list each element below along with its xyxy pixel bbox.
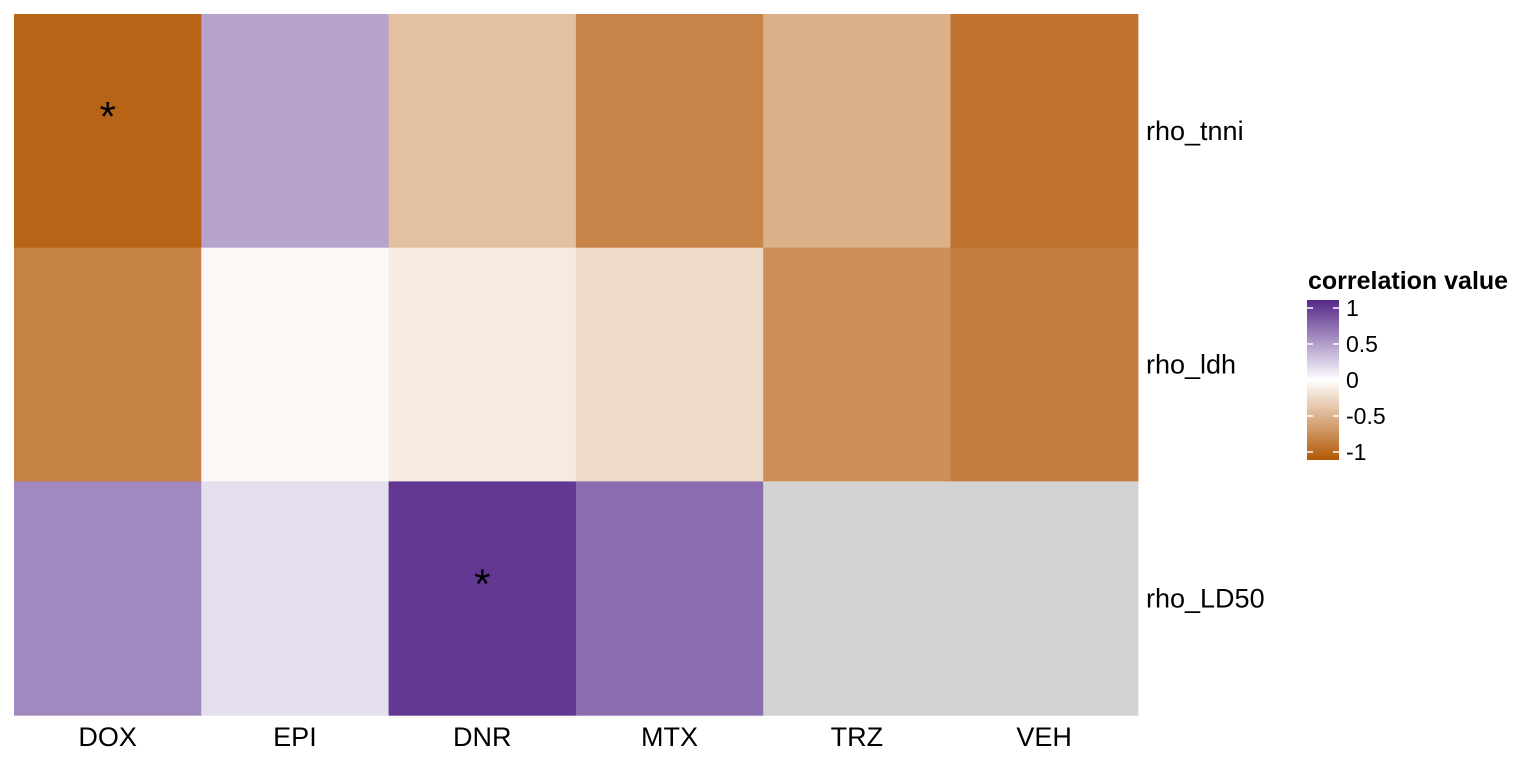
row-label: rho_ldh [1146,350,1236,380]
column-label: VEH [1016,722,1072,752]
heatmap-cell-rho_tnni-veh [950,14,1139,249]
legend-title: correlation value [1308,267,1508,295]
heatmap-cell-rho_ldh-epi [201,247,390,482]
heatmap-cell-rho_LD50-epi [201,481,390,716]
significance-markers: ** [99,93,490,607]
heatmap-cell-rho_ldh-dnr [388,247,577,482]
heatmap-cell-rho_LD50-veh [950,481,1139,716]
legend-ticks: 1 0.5 0 -0.5 -1 [1307,295,1386,465]
heatmap-cell-rho_tnni-mtx [575,14,764,249]
heatmap-cell-rho_LD50-dox [14,481,202,716]
legend-tick-label: 0 [1346,367,1359,393]
column-label: TRZ [831,722,883,752]
column-label: EPI [273,722,317,752]
heatmap-cell-rho_LD50-trz [763,481,952,716]
heatmap-cell-rho_LD50-mtx [575,481,764,716]
heatmap-cell-rho_ldh-trz [763,247,952,482]
legend-tick-label: -0.5 [1346,403,1386,429]
legend-tick-label: 1 [1346,295,1359,321]
heatmap-cell-rho_tnni-dnr [388,14,577,249]
significance-star: * [99,93,115,140]
column-label: DNR [453,722,512,752]
heatmap-cell-rho_ldh-mtx [575,247,764,482]
row-labels: rho_tnni rho_ldh rho_LD50 [1146,116,1265,613]
heatmap-cell-rho_ldh-veh [950,247,1139,482]
heatmap-cell-rho_ldh-dox [14,247,202,482]
heatmap-cells [14,14,1139,716]
color-legend: correlation value 1 0.5 0 -0.5 -1 [1307,267,1508,465]
row-label: rho_tnni [1146,116,1244,146]
heatmap-cell-rho_tnni-trz [763,14,952,249]
column-label: MTX [641,722,698,752]
heatmap-cell-rho_tnni-epi [201,14,390,249]
significance-star: * [474,560,490,607]
legend-tick-label: 0.5 [1346,331,1378,357]
heatmap-cell-rho_tnni-dox [14,14,202,249]
column-labels: DOX EPI DNR MTX TRZ VEH [78,722,1072,752]
heatmap-cell-rho_LD50-dnr [388,481,577,716]
legend-tick-label: -1 [1346,439,1366,465]
row-label: rho_LD50 [1146,583,1265,613]
column-label: DOX [78,722,137,752]
